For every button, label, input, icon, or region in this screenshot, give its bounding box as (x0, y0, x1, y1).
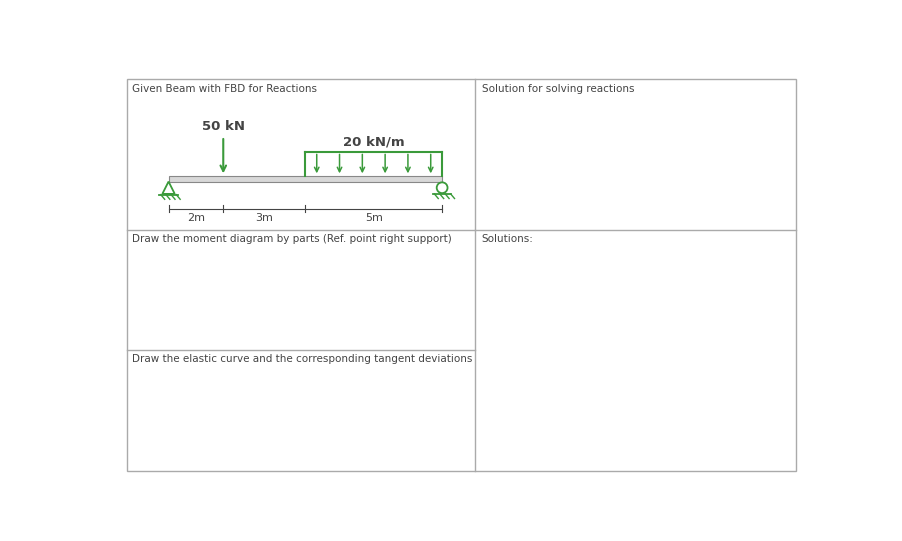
Text: Draw the moment diagram by parts (Ref. point right support): Draw the moment diagram by parts (Ref. p… (132, 234, 452, 245)
Text: Solutions:: Solutions: (482, 234, 533, 245)
Text: 2m: 2m (187, 213, 205, 223)
Polygon shape (162, 182, 175, 194)
Text: Given Beam with FBD for Reactions: Given Beam with FBD for Reactions (132, 84, 318, 94)
Text: 5m: 5m (364, 213, 382, 223)
Text: 3m: 3m (255, 213, 273, 223)
Text: 50 kN: 50 kN (202, 120, 244, 133)
Text: Solution for solving reactions: Solution for solving reactions (482, 84, 634, 94)
Text: 20 kN/m: 20 kN/m (343, 135, 404, 148)
Text: Draw the elastic curve and the corresponding tangent deviations: Draw the elastic curve and the correspon… (132, 354, 473, 364)
Bar (169, 176, 442, 182)
